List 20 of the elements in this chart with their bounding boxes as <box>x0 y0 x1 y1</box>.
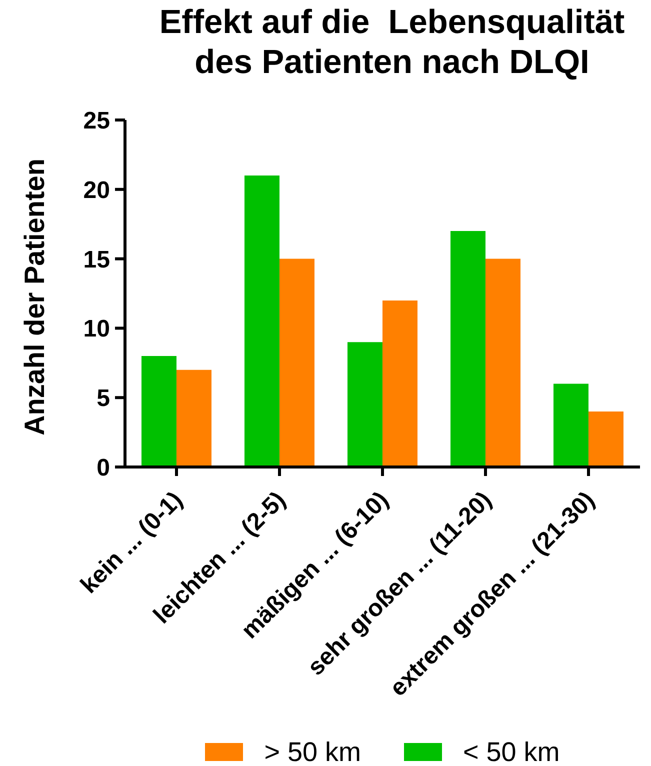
y-tick-label: 15 <box>83 246 110 274</box>
y-tick-label: 5 <box>96 385 110 412</box>
y-tick-label: 10 <box>83 316 110 343</box>
bar <box>553 384 588 467</box>
bar <box>347 342 382 467</box>
y-tick-label: 20 <box>83 176 110 204</box>
bar <box>382 300 418 467</box>
bar <box>244 176 280 467</box>
bar <box>176 370 212 467</box>
bar <box>279 258 314 467</box>
y-tick-label: 25 <box>83 108 110 135</box>
legend-label: < 50 km <box>463 737 560 766</box>
bar <box>450 231 486 467</box>
chart-title: Effekt auf die Lebensqualität des Patienten nach DLQI <box>158 3 626 83</box>
y-tick-label: 0 <box>96 454 110 482</box>
y-axis-title: Anzahl der Patienten <box>19 158 51 436</box>
bar <box>588 411 624 467</box>
bar <box>141 356 176 467</box>
legend-label: > 50 km <box>264 737 361 766</box>
bar <box>485 258 520 467</box>
